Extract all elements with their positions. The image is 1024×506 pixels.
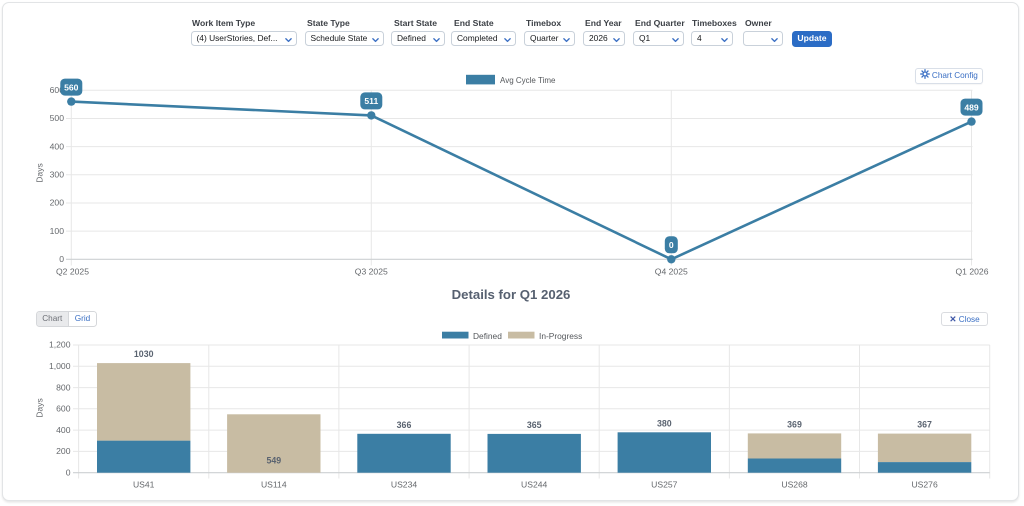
svg-text:0: 0 (66, 467, 71, 477)
svg-text:US244: US244 (521, 480, 547, 490)
svg-text:1,200: 1,200 (49, 340, 71, 350)
svg-text:Q4 2025: Q4 2025 (655, 267, 688, 277)
svg-text:200: 200 (56, 446, 71, 456)
svg-text:400: 400 (56, 425, 71, 435)
svg-text:400: 400 (50, 141, 65, 151)
svg-text:US114: US114 (261, 480, 287, 490)
svg-text:Q1 2026: Q1 2026 (956, 267, 989, 277)
svg-text:100: 100 (50, 226, 65, 236)
svg-text:800: 800 (56, 382, 71, 392)
svg-text:511: 511 (364, 96, 378, 106)
svg-text:1,000: 1,000 (49, 361, 71, 371)
svg-text:366: 366 (397, 420, 412, 430)
svg-text:0: 0 (669, 240, 674, 250)
svg-text:369: 369 (787, 419, 802, 429)
svg-text:500: 500 (50, 113, 65, 123)
svg-text:600: 600 (56, 404, 71, 414)
svg-text:US41: US41 (133, 480, 155, 490)
svg-text:367: 367 (917, 420, 932, 430)
svg-text:US234: US234 (391, 480, 417, 490)
svg-text:In-Progress: In-Progress (539, 331, 582, 341)
svg-text:365: 365 (527, 420, 542, 430)
svg-text:US276: US276 (911, 480, 937, 490)
svg-text:600: 600 (50, 85, 65, 95)
svg-text:0: 0 (59, 254, 64, 264)
svg-text:Q3 2025: Q3 2025 (355, 267, 388, 277)
svg-text:Days: Days (35, 163, 45, 183)
svg-text:Avg Cycle Time: Avg Cycle Time (500, 76, 556, 85)
svg-text:Defined: Defined (473, 331, 502, 341)
svg-text:1030: 1030 (134, 349, 154, 359)
svg-text:489: 489 (964, 102, 979, 112)
svg-text:560: 560 (64, 82, 79, 92)
svg-text:300: 300 (50, 170, 65, 180)
svg-text:200: 200 (50, 198, 65, 208)
svg-text:Q2 2025: Q2 2025 (56, 267, 89, 277)
svg-text:380: 380 (657, 418, 672, 428)
svg-text:Days: Days (35, 398, 45, 418)
svg-text:US268: US268 (781, 480, 807, 490)
svg-text:549: 549 (266, 456, 281, 466)
svg-text:US257: US257 (651, 480, 677, 490)
